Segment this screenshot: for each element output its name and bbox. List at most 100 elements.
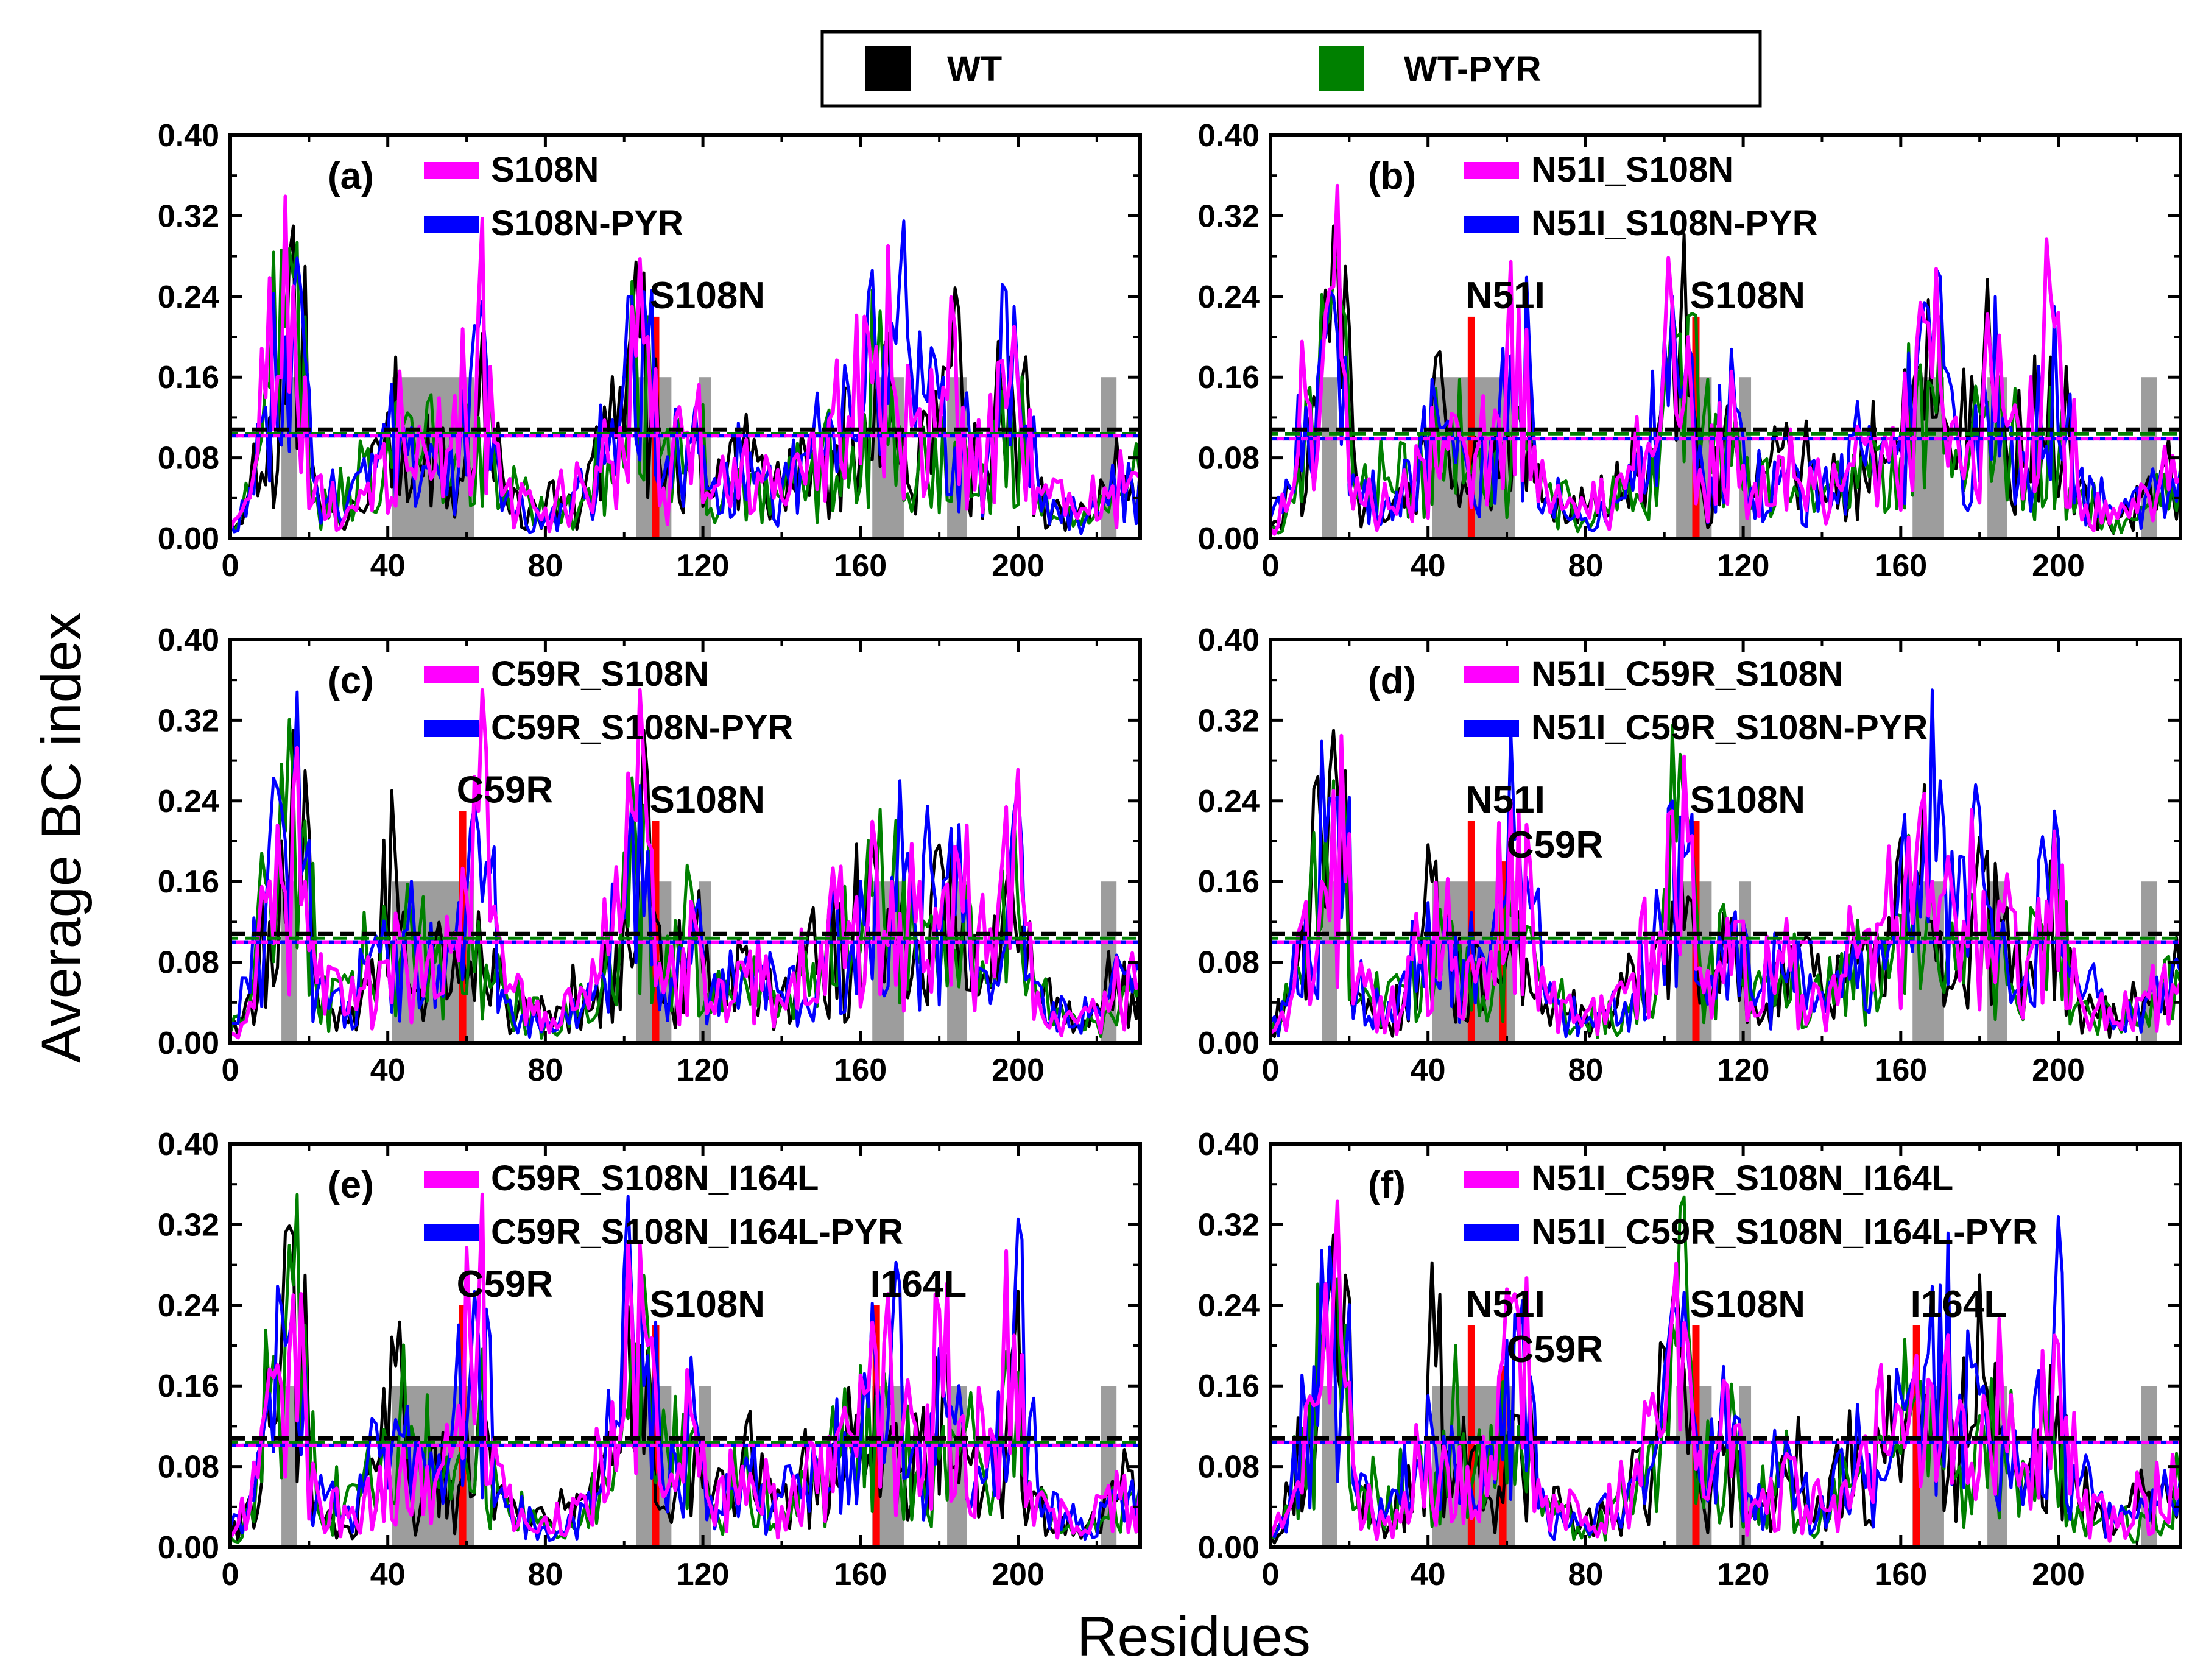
y-tick-label: 0.00: [158, 1530, 219, 1565]
x-tick-label: 40: [1411, 1557, 1446, 1592]
legend-label-wt: WT: [947, 49, 1002, 89]
y-tick-label: 0.08: [1198, 441, 1260, 476]
y-tick-label: 0.24: [158, 280, 219, 315]
y-tick-label: 0.16: [1198, 360, 1260, 395]
panel-id-label: (f): [1368, 1164, 1406, 1206]
legend-swatch: [1464, 720, 1519, 737]
top-legend: WT WT-PYR: [820, 30, 1762, 108]
y-tick-label: 0.08: [1198, 1450, 1260, 1485]
mutation-label-n51i: N51I: [1465, 1283, 1545, 1325]
mutation-label-s108n: S108N: [1690, 779, 1805, 821]
x-tick-label: 200: [2032, 1557, 2085, 1592]
y-tick-label: 0.32: [1198, 1207, 1260, 1243]
mutation-label-s108n: S108N: [649, 275, 765, 317]
legend-swatch: [424, 1224, 479, 1241]
legend-label: S108N-PYR: [491, 203, 683, 243]
legend-swatch: [424, 162, 479, 179]
y-tick-label: 0.24: [158, 784, 219, 819]
x-tick-label: 0: [1262, 1557, 1280, 1592]
y-tick-label: 0.00: [1198, 1026, 1260, 1061]
top-legend-box: [820, 30, 1762, 108]
mutation-label-s108n: S108N: [1690, 275, 1805, 317]
panel-f: 0.00 0.08 0.16 0.24 0.32 0.40 0 40 80 120 160 200 (f…: [1198, 1127, 2182, 1592]
legend-label: N51I_S108N-PYR: [1531, 203, 1818, 243]
x-tick-label: 120: [1717, 1557, 1770, 1592]
x-tick-label: 0: [222, 1557, 239, 1592]
y-tick-label: 0.40: [1198, 118, 1260, 154]
y-tick-label: 0.16: [158, 864, 219, 900]
panel-id-label: (b): [1368, 155, 1416, 197]
legend-label: N51I_C59R_S108N_I164L: [1531, 1159, 1953, 1198]
x-tick-label: 80: [527, 1557, 563, 1592]
x-tick-label: 160: [834, 1557, 887, 1592]
series-line-mutant: [1270, 183, 2180, 536]
mutation-label-c59r: C59R: [1507, 1329, 1604, 1371]
y-tick-label: 0.40: [158, 623, 219, 658]
mutation-label-i164l: I164L: [1911, 1283, 2007, 1325]
y-tick-label: 0.00: [158, 1026, 219, 1061]
highlight-region: [1322, 377, 1337, 538]
y-tick-label: 0.08: [158, 1450, 219, 1485]
y-tick-label: 0.16: [1198, 864, 1260, 900]
y-tick-label: 0.40: [1198, 623, 1260, 658]
panel-b: 0.00 0.08 0.16 0.24 0.32 0.40 0 40 80 120 160 200 (b…: [1198, 118, 2182, 584]
x-tick-label: 120: [1717, 1053, 1770, 1088]
y-tick-label: 0.24: [1198, 1288, 1260, 1324]
x-tick-label: 40: [370, 548, 406, 584]
y-tick-label: 0.32: [158, 1207, 219, 1243]
series-line-mutant: [230, 688, 1140, 1040]
series-line-mutant: [1270, 733, 2180, 1036]
x-tick-label: 40: [370, 1053, 406, 1088]
series-line-mutant: [1270, 1199, 2180, 1543]
x-tick-label: 80: [1568, 1053, 1603, 1088]
x-tick-label: 160: [834, 548, 887, 584]
y-tick-label: 0.40: [158, 118, 219, 154]
y-tick-label: 0.08: [1198, 945, 1260, 981]
y-tick-label: 0.16: [1198, 1369, 1260, 1404]
legend-swatch: [1464, 1171, 1519, 1188]
y-tick-label: 0.24: [158, 1288, 219, 1324]
y-tick-label: 0.00: [158, 521, 219, 557]
legend-label: N51I_C59R_S108N-PYR: [1531, 708, 1928, 747]
legend-label: C59R_S108N_I164L-PYR: [491, 1212, 903, 1252]
x-axis-title: Residues: [1077, 1606, 1311, 1668]
series-line-wt-pyr: [1270, 724, 2180, 1039]
x-tick-label: 40: [1411, 1053, 1446, 1088]
x-tick-label: 160: [1874, 1053, 1927, 1088]
plot-area: [230, 194, 1140, 538]
x-tick-label: 80: [1568, 548, 1603, 584]
y-axis-title: Average BC index: [30, 612, 93, 1063]
y-tick-label: 0.24: [1198, 280, 1260, 315]
legend-label: N51I_C59R_S108N: [1531, 654, 1844, 694]
x-tick-label: 120: [677, 1557, 730, 1592]
y-tick-label: 0.00: [1198, 521, 1260, 557]
mutation-label-n51i: N51I: [1465, 779, 1545, 821]
x-tick-label: 40: [370, 1557, 406, 1592]
y-tick-label: 0.08: [158, 945, 219, 981]
legend-swatch: [424, 1171, 479, 1188]
plot-area: [1270, 688, 2180, 1043]
x-tick-label: 0: [1262, 548, 1280, 584]
y-tick-label: 0.32: [1198, 703, 1260, 738]
y-tick-label: 0.00: [1198, 1530, 1260, 1565]
y-tick-label: 0.08: [158, 441, 219, 476]
series-line-mutant: [230, 1192, 1140, 1540]
x-tick-label: 0: [222, 1053, 239, 1088]
legend-label-wt-pyr: WT-PYR: [1404, 49, 1542, 89]
y-tick-label: 0.16: [158, 1369, 219, 1404]
panel-id-label: (d): [1368, 660, 1416, 702]
legend-label: C59R_S108N_I164L: [491, 1159, 819, 1198]
panel-id-label: (c): [328, 660, 374, 702]
x-tick-label: 200: [2032, 548, 2085, 584]
x-tick-label: 80: [527, 1053, 563, 1088]
mutation-label-c59r: C59R: [457, 1263, 554, 1305]
x-tick-label: 200: [992, 548, 1045, 584]
series-line-mutant-pyr: [1270, 267, 2180, 532]
panels: 0.00 0.08 0.16 0.24 0.32 0.40 0 40 80 120 160 200 (a…: [158, 118, 2182, 1592]
x-tick-label: 120: [677, 1053, 730, 1088]
legend-swatch: [424, 666, 479, 683]
x-tick-label: 80: [527, 548, 563, 584]
y-tick-label: 0.32: [158, 703, 219, 738]
legend-swatch-wt: [865, 46, 911, 91]
y-tick-label: 0.32: [158, 199, 219, 234]
